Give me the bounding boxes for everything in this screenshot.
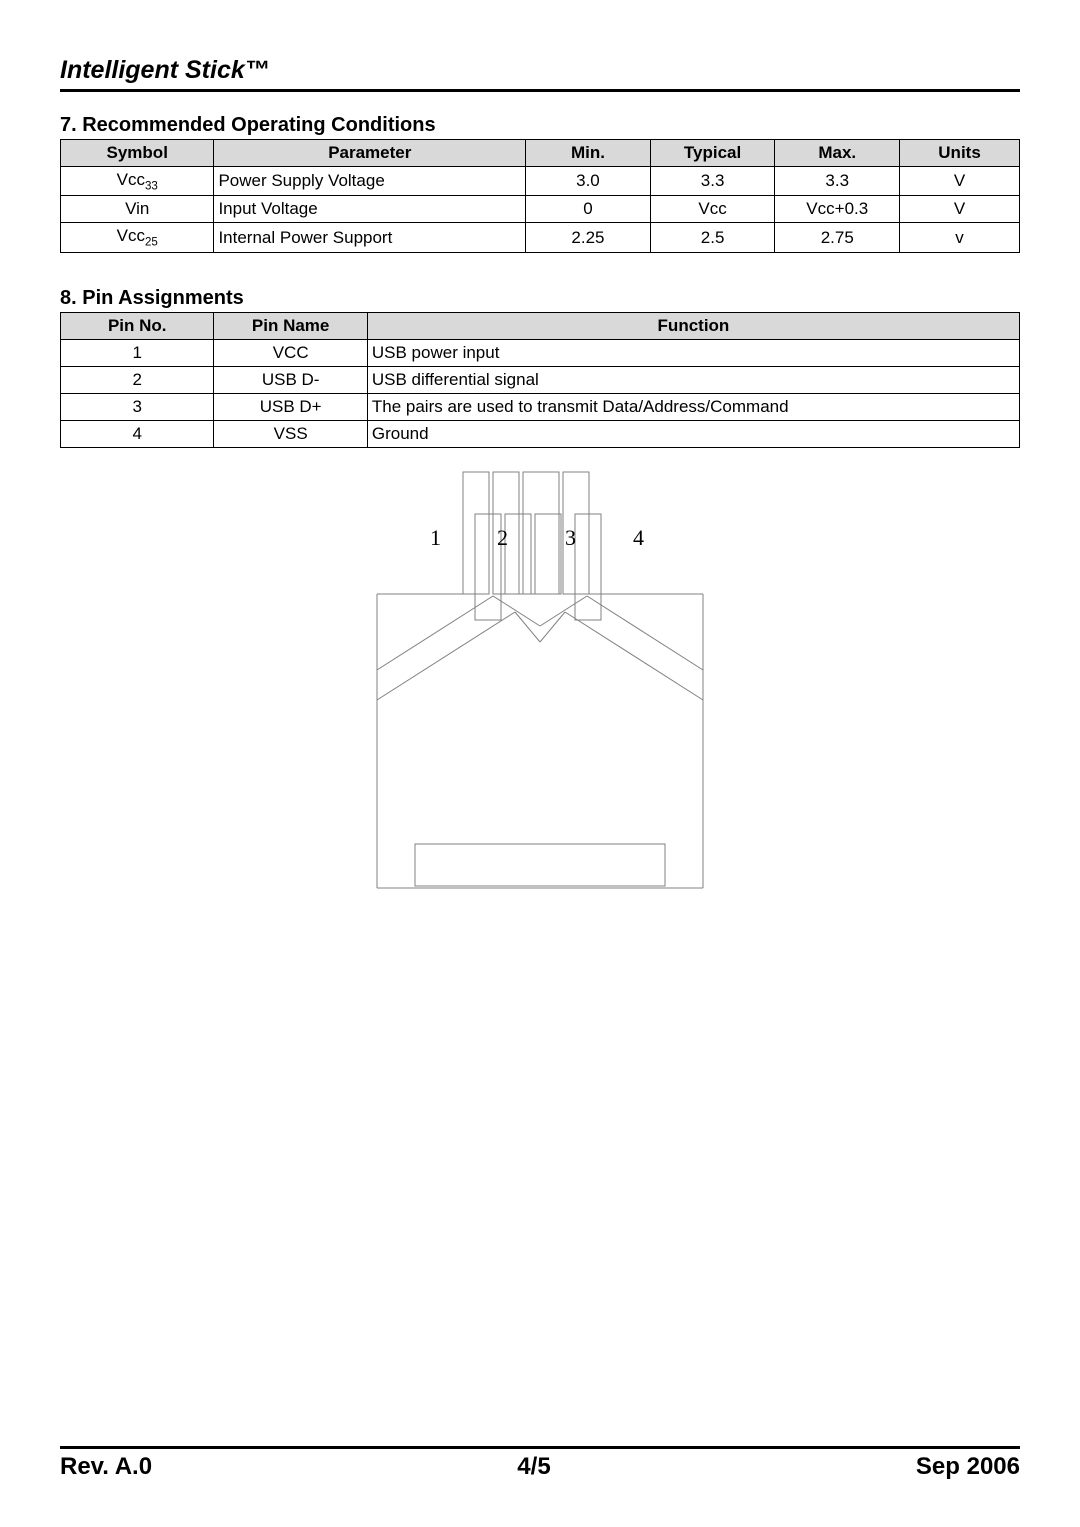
page-footer: Rev. A.0 4/5 Sep 2006 — [60, 1446, 1020, 1481]
document-title: Intelligent Stick™ — [60, 56, 1020, 92]
footer-page-number: 4/5 — [517, 1453, 550, 1481]
table7-header: Symbol — [61, 140, 214, 167]
table-row: 4VSSGround — [61, 420, 1020, 447]
svg-text:4: 4 — [633, 525, 644, 550]
footer-revision: Rev. A.0 — [60, 1453, 152, 1481]
table8-header: Pin Name — [214, 312, 367, 339]
operating-conditions-table: SymbolParameterMin.TypicalMax.UnitsVcc33… — [60, 139, 1020, 253]
section7-heading: 7. Recommended Operating Conditions — [60, 114, 1020, 137]
table7-header: Units — [900, 140, 1020, 167]
table-row: Vcc25Internal Power Support2.252.52.75v — [61, 223, 1020, 252]
table-row: Vcc33Power Supply Voltage3.03.33.3V — [61, 167, 1020, 196]
pin-diagram: 1 2 3 4 — [60, 470, 1020, 895]
table8-header: Pin No. — [61, 312, 214, 339]
table-row: 3USB D+The pairs are used to transmit Da… — [61, 393, 1020, 420]
svg-text:3: 3 — [565, 525, 576, 550]
table-row: VinInput Voltage0VccVcc+0.3V — [61, 196, 1020, 223]
table7-header: Min. — [526, 140, 651, 167]
table7-header: Typical — [650, 140, 775, 167]
table-row: 2USB D-USB differential signal — [61, 366, 1020, 393]
svg-text:1: 1 — [430, 525, 441, 550]
section8-heading: 8. Pin Assignments — [60, 287, 1020, 310]
table8-header: Function — [367, 312, 1019, 339]
table7-header: Parameter — [214, 140, 526, 167]
pin-assignments-table: Pin No.Pin NameFunction1VCCUSB power inp… — [60, 312, 1020, 448]
footer-date: Sep 2006 — [916, 1453, 1020, 1481]
table7-header: Max. — [775, 140, 900, 167]
svg-text:2: 2 — [497, 525, 508, 550]
table-row: 1VCCUSB power input — [61, 339, 1020, 366]
